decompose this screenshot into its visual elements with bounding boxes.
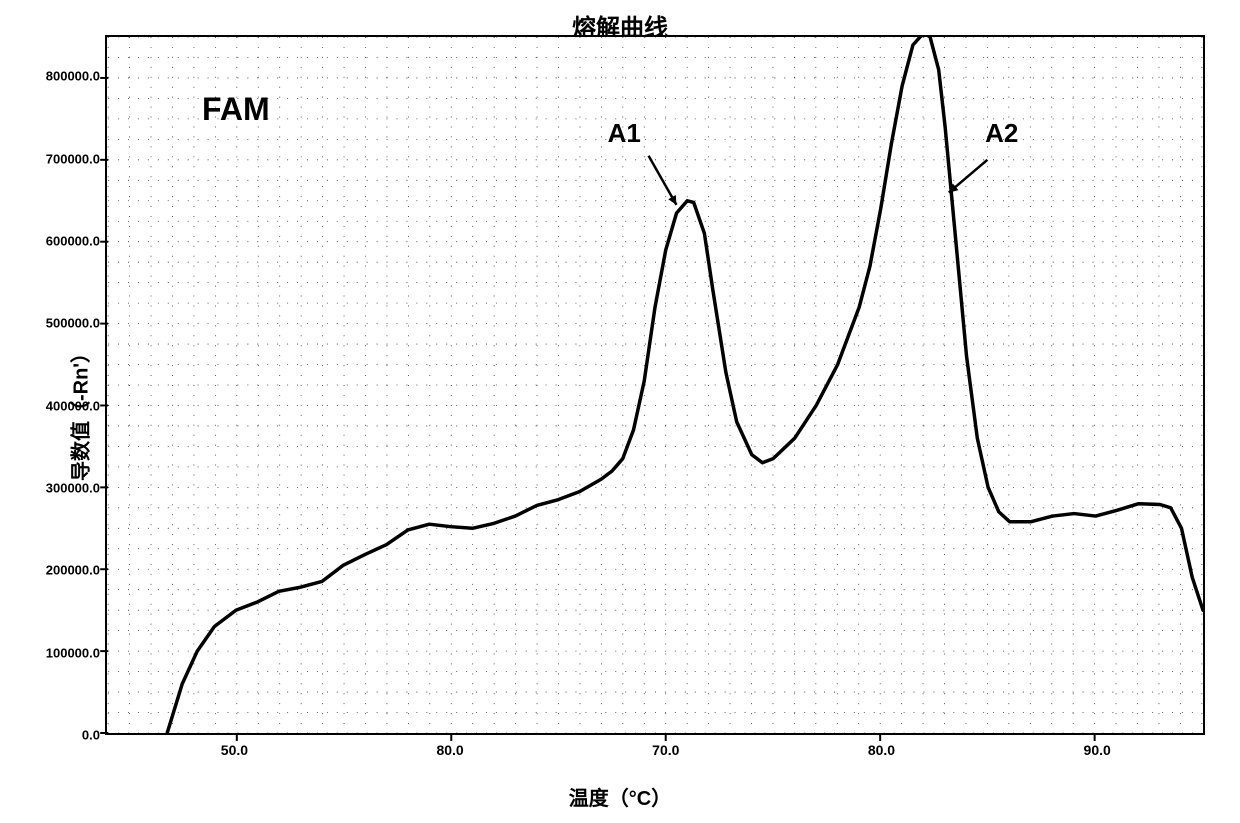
y-tick-label: 200000.0 <box>46 563 100 578</box>
fam-label: FAM <box>202 91 270 128</box>
y-tick-label: 800000.0 <box>46 69 100 84</box>
plot-area <box>105 35 1205 735</box>
x-tick-label: 80.0 <box>868 742 895 758</box>
annotation-layer <box>107 37 1203 733</box>
y-tick-label: 600000.0 <box>46 233 100 248</box>
x-tick-label: 90.0 <box>1084 742 1111 758</box>
x-tick-label: 80.0 <box>436 742 463 758</box>
melt-curve-chart: 熔解曲线 导数值（-Rn'） 温度（°C） 0.0100000.0200000.… <box>0 0 1240 823</box>
y-tick-label: 700000.0 <box>46 151 100 166</box>
y-tick-label: 0.0 <box>82 728 100 743</box>
peak-a2-label: A2 <box>985 118 1018 149</box>
y-tick-label: 400000.0 <box>46 398 100 413</box>
y-tick-label: 500000.0 <box>46 316 100 331</box>
x-tick-label: 50.0 <box>221 742 248 758</box>
x-axis-label: 温度（°C） <box>569 782 671 811</box>
y-tick-label: 100000.0 <box>46 645 100 660</box>
y-tick-label: 300000.0 <box>46 480 100 495</box>
peak-a1-label: A1 <box>608 118 641 149</box>
x-tick-label: 70.0 <box>652 742 679 758</box>
